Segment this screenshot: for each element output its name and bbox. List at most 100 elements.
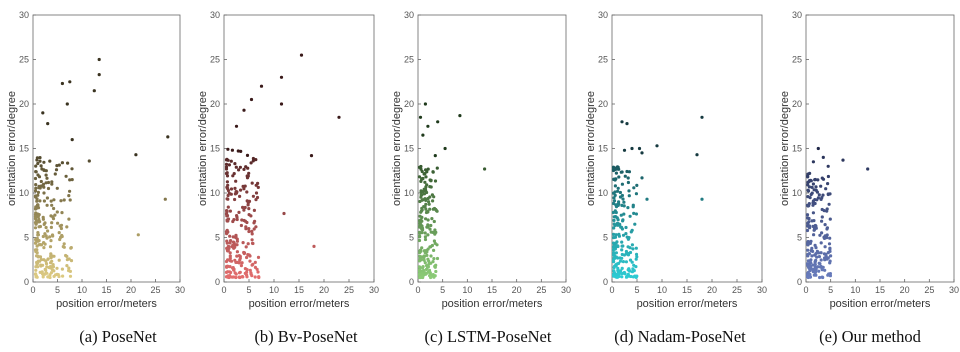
data-point	[33, 226, 38, 230]
data-point	[612, 201, 616, 206]
data-point	[55, 186, 59, 190]
data-point	[235, 239, 239, 243]
data-point	[611, 210, 616, 215]
data-point	[817, 269, 821, 273]
data-point	[615, 203, 619, 207]
data-point	[239, 264, 243, 268]
data-point	[50, 268, 55, 272]
y-tick-label: 20	[210, 99, 220, 109]
data-point	[252, 208, 256, 212]
y-tick-label: 5	[797, 233, 802, 243]
data-point	[50, 182, 54, 186]
data-point	[615, 167, 619, 171]
data-point	[226, 219, 230, 223]
data-point	[423, 237, 428, 242]
data-point	[253, 275, 257, 279]
x-tick-label: 15	[682, 285, 692, 295]
x-tick-label: 25	[924, 285, 934, 295]
y-tick-label: 20	[792, 99, 802, 109]
y-tick-label: 20	[404, 99, 414, 109]
data-point	[624, 260, 629, 264]
data-point	[60, 267, 64, 271]
data-point	[617, 232, 621, 236]
data-point	[811, 249, 815, 253]
y-tick-label: 0	[603, 277, 608, 287]
data-point	[812, 273, 816, 277]
data-point	[234, 243, 238, 247]
data-point	[426, 225, 430, 229]
data-point	[246, 242, 250, 246]
data-point	[233, 162, 237, 166]
data-point	[234, 124, 239, 128]
data-point	[810, 219, 814, 223]
x-tick-label: 5	[246, 285, 251, 295]
data-point	[616, 186, 620, 190]
y-tick-label: 15	[598, 144, 608, 154]
x-tick-label: 25	[536, 285, 546, 295]
data-point	[419, 223, 423, 227]
data-point	[424, 175, 428, 179]
data-point	[418, 234, 422, 238]
data-point	[617, 175, 621, 179]
x-tick-label: 0	[30, 285, 35, 295]
data-point	[635, 183, 639, 187]
panel-5: 0 5 10 15 20 25 30 0 5 10 15 20 25 30 position error/m…	[779, 10, 959, 346]
x-tick-label: 15	[487, 285, 497, 295]
data-point	[36, 161, 40, 166]
data-point	[814, 252, 818, 256]
data-point	[626, 206, 630, 210]
data-point	[841, 158, 845, 162]
data-point	[35, 199, 39, 203]
x-tick-label: 30	[369, 285, 379, 295]
data-point	[434, 269, 438, 274]
data-point	[422, 205, 426, 209]
data-point	[435, 243, 439, 247]
x-axis-label: position error/meters	[830, 298, 931, 310]
data-point	[235, 254, 239, 258]
data-point	[41, 275, 45, 279]
data-point	[226, 264, 230, 269]
data-point	[254, 183, 258, 187]
data-point	[808, 275, 812, 279]
y-tick-label: 5	[409, 233, 414, 243]
data-point	[259, 84, 264, 88]
data-point	[231, 266, 235, 270]
data-point	[626, 237, 631, 241]
data-point	[806, 265, 811, 269]
data-point	[243, 219, 247, 223]
x-tick-label: 10	[77, 285, 87, 295]
data-point	[34, 186, 38, 190]
data-point	[628, 214, 632, 218]
data-point	[59, 226, 64, 231]
data-point	[432, 257, 436, 261]
data-point	[811, 224, 815, 228]
data-point	[55, 266, 59, 270]
data-point	[245, 273, 249, 277]
data-point	[36, 265, 40, 269]
data-point	[634, 192, 639, 196]
data-point	[820, 207, 824, 212]
data-point	[67, 266, 71, 270]
data-point	[59, 199, 63, 203]
data-point	[37, 220, 41, 224]
data-point	[242, 251, 247, 255]
data-point	[622, 270, 627, 275]
data-point	[41, 182, 46, 186]
data-point	[65, 225, 69, 229]
data-point	[626, 272, 630, 276]
y-tick-label: 25	[404, 55, 414, 65]
data-point	[225, 228, 229, 232]
data-point	[823, 234, 827, 238]
data-point	[254, 191, 259, 195]
data-point	[828, 192, 832, 196]
data-point	[613, 184, 618, 188]
data-point	[620, 182, 625, 186]
data-point	[226, 147, 230, 151]
data-point	[612, 215, 616, 219]
data-point	[820, 231, 824, 235]
data-point	[53, 213, 57, 217]
data-point	[253, 219, 257, 223]
data-point	[225, 171, 229, 175]
data-point	[249, 214, 253, 218]
data-point	[50, 265, 54, 269]
